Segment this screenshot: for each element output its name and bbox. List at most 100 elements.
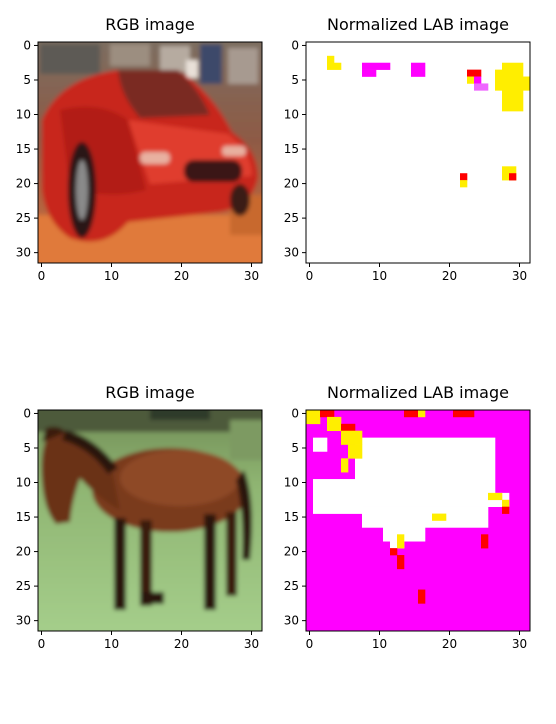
tick-group: 0 10 20 30 0 5 10 15 20 25 30 [16,38,259,283]
y-tick-label: 15 [284,510,299,524]
heatmap-cell [341,458,349,473]
x-tick-label: 0 [306,637,314,651]
y-tick-label: 10 [284,108,299,122]
y-tick-label: 20 [284,545,299,559]
y-tick-label: 0 [23,406,31,420]
heatmap-cell [453,410,475,418]
x-tick-label: 10 [104,637,119,651]
y-tick-label: 30 [284,246,299,260]
axes-frame [37,409,263,632]
axes-frame [305,409,531,632]
heatmap-cells [306,410,530,631]
heatmap-cell [362,62,391,70]
y-tick-label: 25 [284,579,299,593]
heatmap-cell [362,69,377,77]
lab-image-panel-car: Normalized LAB image 0 10 20 30 0 5 10 15 20 25 30 [284,15,531,283]
heatmap-cell [474,76,482,84]
tick-group: 0 10 20 30 0 5 10 15 20 25 30 [284,406,527,651]
x-tick-label: 30 [512,637,527,651]
heatmap-background [306,42,530,263]
x-tick-label: 0 [38,637,46,651]
y-tick-label: 5 [23,441,31,455]
x-tick-label: 10 [372,269,387,283]
heatmap-cell [411,62,426,77]
x-tick-label: 30 [244,269,259,283]
heatmap-cell [502,499,510,507]
y-tick-label: 15 [16,510,31,524]
y-tick-label: 20 [16,177,31,191]
x-tick-label: 0 [38,269,46,283]
car-photo [38,42,262,263]
rgb-image-panel-horse: RGB image [16,383,263,651]
y-tick-label: 30 [16,614,31,628]
y-tick-label: 5 [23,73,31,87]
heatmap-cell [432,513,447,521]
axes-frame [305,41,531,264]
heatmap-cell [474,83,489,91]
y-tick-label: 25 [284,211,299,225]
heatmap-cell [341,423,356,432]
heatmap-cell [397,555,405,570]
heatmap-cell [327,55,335,64]
y-tick-label: 5 [291,73,299,87]
heatmap-cell [460,180,468,188]
y-tick-label: 0 [291,38,299,52]
heatmap-cell [348,444,363,459]
heatmap-cell [362,506,489,528]
heatmap-cell [495,69,503,91]
heatmap-cell [509,173,517,181]
heatmap-cell [481,534,489,549]
heatmap-cell [460,173,468,181]
y-tick-label: 25 [16,211,31,225]
x-tick-label: 10 [372,637,387,651]
heatmap-cell [355,437,496,507]
y-tick-label: 15 [284,142,299,156]
panel-title: RGB image [105,15,194,34]
heatmap-cell [327,416,342,432]
heatmap-cell [397,534,405,549]
heatmap-cell [404,410,419,418]
x-tick-label: 0 [306,269,314,283]
heatmap-cell [313,479,363,514]
x-tick-label: 20 [174,637,189,651]
x-tick-label: 20 [442,269,457,283]
y-tick-label: 20 [16,545,31,559]
heatmap-cell [320,410,335,418]
y-tick-label: 10 [16,108,31,122]
heatmap-cell [467,76,475,84]
tick-group: 0 10 20 30 0 5 10 15 20 25 30 [284,38,527,283]
y-tick-label: 15 [16,142,31,156]
heatmap-cells [306,42,531,263]
heatmap-cell [327,62,342,70]
heatmap-cell [313,437,328,452]
x-tick-label: 20 [442,637,457,651]
y-tick-label: 20 [284,177,299,191]
x-tick-label: 30 [244,637,259,651]
y-tick-label: 5 [291,441,299,455]
y-tick-label: 0 [291,406,299,420]
heatmap-cell [341,430,363,445]
heatmap-cell [502,506,510,514]
heatmap-cell [523,76,531,91]
y-tick-label: 10 [284,476,299,490]
heatmap-cell [488,492,503,501]
y-tick-label: 25 [16,579,31,593]
heatmap-cell [418,410,426,418]
lab-image-panel-horse: Normalized LAB image 0 10 20 30 0 5 10 15 20 25 30 [284,383,531,651]
y-tick-label: 0 [23,38,31,52]
x-tick-label: 30 [512,269,527,283]
heatmap-cell [390,548,398,556]
x-tick-label: 20 [174,269,189,283]
rgb-image-panel-car: RGB image [16,15,263,283]
panel-title: Normalized LAB image [327,383,509,402]
axes-frame [37,41,263,264]
panel-title: Normalized LAB image [327,15,509,34]
y-tick-label: 30 [16,246,31,260]
y-tick-label: 30 [284,614,299,628]
y-tick-label: 10 [16,476,31,490]
heatmap-cell [306,410,321,425]
heatmap-cell [502,62,524,112]
heatmap-cell [467,69,482,77]
